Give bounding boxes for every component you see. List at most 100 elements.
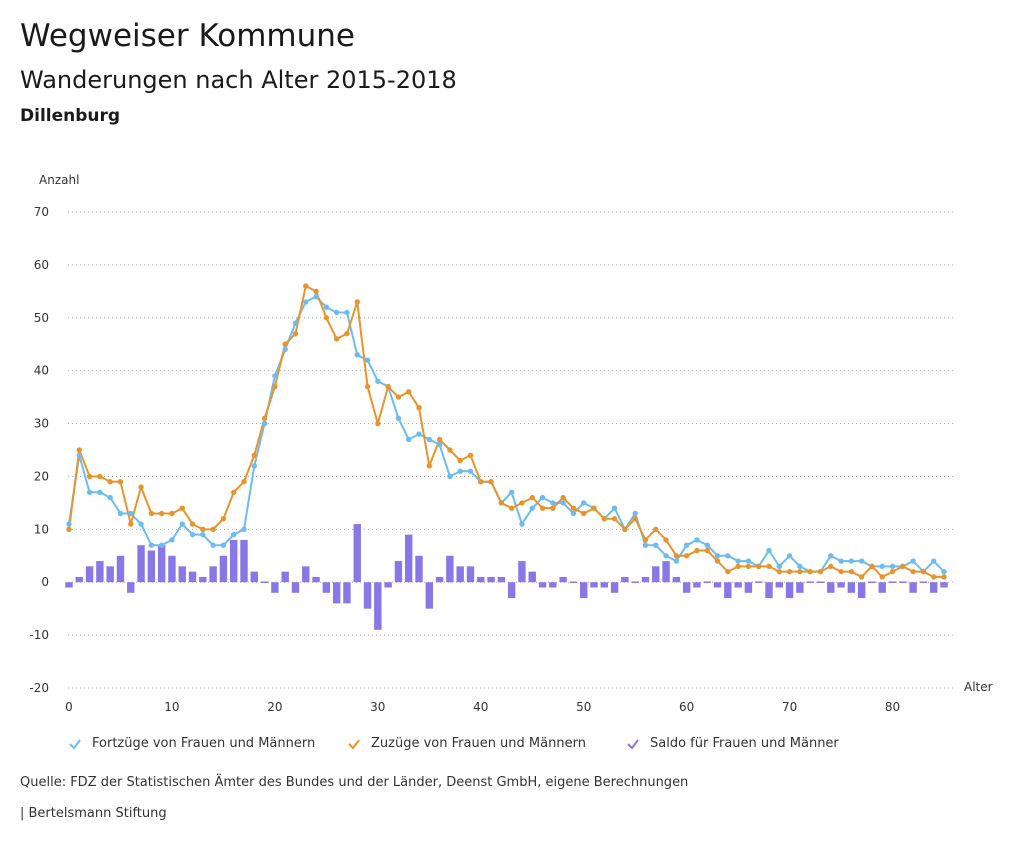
data-point[interactable] [910,568,916,575]
saldo-bar[interactable] [837,582,845,588]
data-point[interactable] [653,542,659,548]
saldo-bar[interactable] [157,545,166,583]
data-point[interactable] [457,468,463,474]
saldo-bar[interactable] [425,582,433,609]
data-point[interactable] [828,563,834,570]
legend-item-saldo[interactable]: Saldo für Frauen und Männer [626,736,839,751]
saldo-bar[interactable] [230,539,238,583]
data-point[interactable] [622,526,628,533]
data-point[interactable] [220,516,227,522]
data-point[interactable] [261,420,268,427]
data-point[interactable] [766,547,772,554]
saldo-bar[interactable] [713,582,722,588]
saldo-bar[interactable] [353,524,361,583]
legend-item-fortzuege[interactable]: Fortzüge von Frauen und Männern [68,736,315,751]
data-point[interactable] [189,531,196,538]
data-point[interactable] [797,563,803,570]
data-point[interactable] [282,341,288,347]
data-point[interactable] [508,489,515,496]
saldo-bar[interactable] [878,582,886,593]
data-point[interactable] [766,563,772,570]
saldo-bar[interactable] [621,576,629,583]
data-point[interactable] [231,489,237,496]
data-point[interactable] [488,479,494,485]
data-point[interactable] [303,299,309,305]
data-point[interactable] [158,542,165,548]
data-point[interactable] [282,346,288,353]
saldo-bar[interactable] [435,576,444,583]
data-point[interactable] [179,505,185,511]
saldo-bar[interactable] [168,555,176,583]
saldo-bar[interactable] [497,576,506,583]
saldo-bar[interactable] [477,576,485,583]
saldo-bar[interactable] [744,582,753,593]
data-point[interactable] [97,473,103,480]
data-point[interactable] [66,526,72,533]
saldo-bar[interactable] [857,582,866,599]
data-point[interactable] [107,479,113,485]
data-point[interactable] [333,336,340,342]
saldo-bar[interactable] [796,582,804,593]
data-point[interactable] [66,521,72,527]
data-point[interactable] [128,510,134,517]
data-point[interactable] [786,553,793,559]
saldo-bar[interactable] [816,581,825,583]
data-point[interactable] [138,521,144,527]
saldo-bar[interactable] [394,561,403,583]
data-point[interactable] [869,563,875,570]
data-point[interactable] [148,542,155,548]
data-point[interactable] [406,436,412,443]
data-point[interactable] [910,558,916,564]
data-point[interactable] [725,553,731,559]
saldo-bar[interactable] [456,566,464,583]
data-point[interactable] [251,463,257,469]
saldo-bar[interactable] [734,582,742,588]
saldo-bar[interactable] [250,571,258,583]
saldo-bar[interactable] [868,581,876,583]
data-point[interactable] [220,542,227,548]
data-point[interactable] [426,463,432,469]
data-point[interactable] [931,558,937,564]
saldo-bar[interactable] [219,555,228,583]
data-point[interactable] [714,553,721,559]
data-point[interactable] [148,510,155,517]
data-point[interactable] [653,526,659,533]
data-point[interactable] [354,352,360,358]
data-point[interactable] [86,489,93,496]
data-point[interactable] [292,320,299,326]
saldo-bar[interactable] [85,566,94,583]
saldo-bar[interactable] [888,581,897,583]
data-point[interactable] [704,542,710,548]
data-point[interactable] [354,299,360,305]
data-point[interactable] [642,542,649,548]
saldo-bar[interactable] [178,566,186,583]
data-point[interactable] [611,505,618,511]
legend-item-zuzuege[interactable]: Zuzüge von Frauen und Männern [347,736,586,751]
saldo-bar[interactable] [260,581,269,583]
saldo-bar[interactable] [847,582,856,593]
data-point[interactable] [756,563,762,570]
data-point[interactable] [189,521,196,527]
saldo-bar[interactable] [384,582,392,588]
data-point[interactable] [117,510,124,517]
data-point[interactable] [303,283,309,289]
data-point[interactable] [694,547,700,554]
data-point[interactable] [539,505,546,511]
data-point[interactable] [436,442,443,448]
data-point[interactable] [941,574,947,580]
data-point[interactable] [828,553,834,559]
saldo-bar[interactable] [703,581,711,583]
saldo-bar[interactable] [518,561,526,583]
data-point[interactable] [694,537,700,543]
data-point[interactable] [529,505,535,511]
data-point[interactable] [560,500,566,506]
data-point[interactable] [97,489,103,496]
saldo-bar[interactable] [312,576,320,583]
data-point[interactable] [333,309,340,316]
data-point[interactable] [581,500,587,506]
saldo-bar[interactable] [116,555,125,583]
saldo-bar[interactable] [281,571,289,583]
saldo-bar[interactable] [600,582,608,588]
saldo-bar[interactable] [765,582,773,599]
data-point[interactable] [200,531,206,538]
